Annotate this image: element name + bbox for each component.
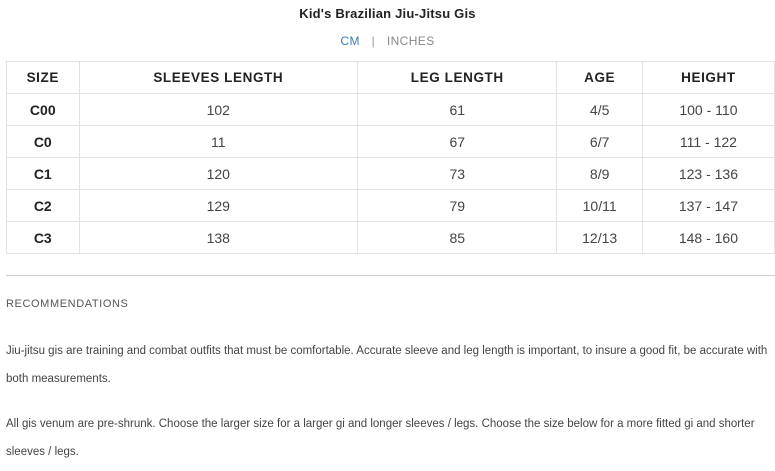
cell-height: 111 - 122 bbox=[641, 125, 775, 158]
cell-height: 100 - 110 bbox=[641, 93, 775, 126]
cell-height: 123 - 136 bbox=[641, 157, 775, 190]
cell-age: 10/11 bbox=[556, 189, 643, 222]
recommendations-heading: RECOMMENDATIONS bbox=[6, 298, 129, 310]
unit-switcher: CM | INCHES bbox=[0, 34, 775, 48]
page-title: Kid's Brazilian Jiu-Jitsu Gis bbox=[299, 6, 476, 21]
cell-size: C3 bbox=[6, 221, 80, 254]
header-height: HEIGHT bbox=[641, 61, 775, 94]
cell-height: 137 - 147 bbox=[641, 189, 775, 222]
cell-leg-length: 79 bbox=[357, 189, 558, 222]
header-age: AGE bbox=[556, 61, 643, 94]
cell-size: C1 bbox=[6, 157, 80, 190]
cell-age: 8/9 bbox=[556, 157, 643, 190]
cell-leg-length: 85 bbox=[357, 221, 558, 254]
section-divider bbox=[6, 275, 775, 276]
cell-height: 148 - 160 bbox=[641, 221, 775, 254]
cell-sleeves-length: 11 bbox=[78, 125, 359, 158]
cell-sleeves-length: 120 bbox=[78, 157, 359, 190]
cell-size: C2 bbox=[6, 189, 80, 222]
cell-sleeves-length: 102 bbox=[78, 93, 359, 126]
unit-separator: | bbox=[371, 34, 376, 48]
header-size: SIZE bbox=[6, 61, 80, 94]
cell-leg-length: 73 bbox=[357, 157, 558, 190]
recommendation-paragraph-fit: Jiu-jitsu gis are training and combat ou… bbox=[6, 345, 768, 385]
size-chart-table: SIZE SLEEVES LENGTH LEG LENGTH AGE HEIGH… bbox=[6, 61, 775, 254]
recommendation-paragraph-shrink: All gis venum are pre-shrunk. Choose the… bbox=[6, 418, 755, 458]
table-row: C00 102 61 4/5 100 - 110 bbox=[6, 93, 775, 126]
cell-size: C0 bbox=[6, 125, 80, 158]
table-row: C3 138 85 12/13 148 - 160 bbox=[6, 221, 775, 254]
cell-age: 6/7 bbox=[556, 125, 643, 158]
header-sleeves-length: SLEEVES LENGTH bbox=[78, 61, 359, 94]
table-row: C0 11 67 6/7 111 - 122 bbox=[6, 125, 775, 158]
header-leg-length: LEG LENGTH bbox=[357, 61, 558, 94]
cell-age: 4/5 bbox=[556, 93, 643, 126]
cell-leg-length: 67 bbox=[357, 125, 558, 158]
unit-inches-toggle[interactable]: INCHES bbox=[386, 34, 435, 48]
cell-age: 12/13 bbox=[556, 221, 643, 254]
cell-leg-length: 61 bbox=[357, 93, 558, 126]
unit-cm-toggle[interactable]: CM bbox=[340, 34, 360, 48]
cell-sleeves-length: 138 bbox=[78, 221, 359, 254]
cell-sleeves-length: 129 bbox=[78, 189, 359, 222]
table-row: C2 129 79 10/11 137 - 147 bbox=[6, 189, 775, 222]
table-row: C1 120 73 8/9 123 - 136 bbox=[6, 157, 775, 190]
table-header-row: SIZE SLEEVES LENGTH LEG LENGTH AGE HEIGH… bbox=[6, 61, 775, 94]
cell-size: C00 bbox=[6, 93, 80, 126]
